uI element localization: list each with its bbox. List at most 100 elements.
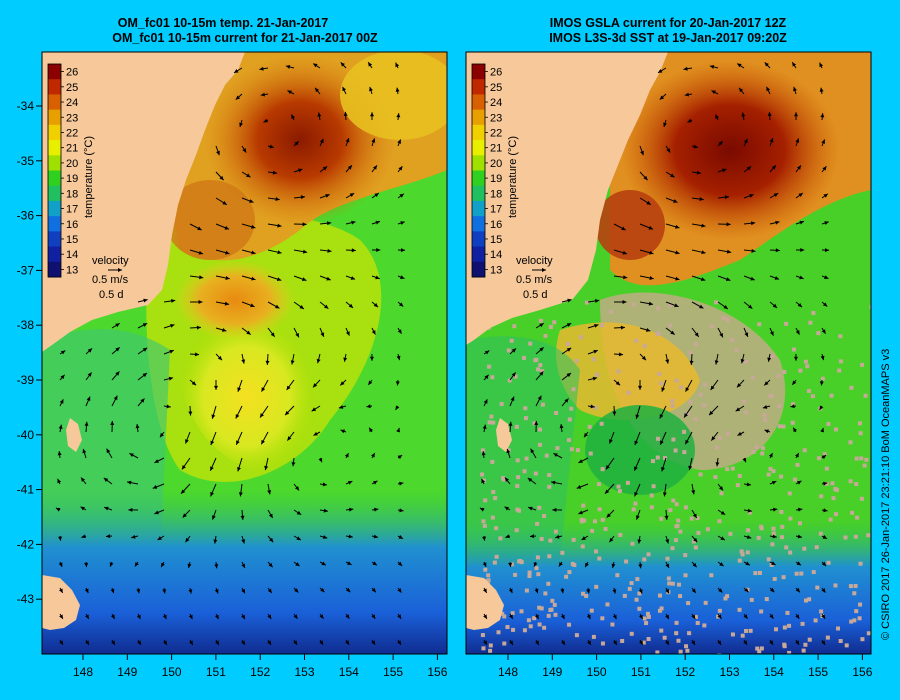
velocity-arrowhead [225,250,230,255]
velocity-arrowhead [398,535,404,539]
left-lon-tick-label: 156 [427,665,447,679]
velocity-arrowhead [509,614,513,619]
missing-data-cell [742,399,747,404]
velocity-arrowhead [576,485,582,489]
missing-data-cell [538,318,543,323]
missing-data-cell [674,378,679,383]
velocity-arrowhead [191,381,197,386]
missing-data-cell [615,573,620,578]
missing-data-cell [514,424,519,429]
velocity-arrowhead [142,347,148,352]
missing-data-cell [719,491,724,496]
velocity-arrowhead [84,421,89,426]
missing-data-cell [790,420,795,425]
velocity-arrowhead [346,587,351,593]
velocity-arrowhead [740,358,745,364]
velocity-arrowhead [397,329,402,334]
velocity-arrowhead [717,614,722,619]
velocity-arrowhead [287,90,292,95]
missing-data-cell [798,521,803,526]
velocity-arrowhead [59,640,63,645]
velocity-arrowhead [771,561,776,565]
left-legend-title: velocity [92,255,129,267]
velocity-arrowhead [181,489,186,494]
velocity-arrowhead [590,404,595,409]
missing-data-cell [480,472,485,477]
colorbar-swatch [48,231,61,248]
missing-data-cell [581,591,586,596]
velocity-arrowhead [744,332,749,337]
velocity-arrowhead [327,248,332,253]
velocity-arrowhead [821,614,826,619]
velocity-arrowhead [198,250,204,255]
missing-data-cell [487,420,492,425]
velocity-arrowhead [213,539,218,544]
missing-data-cell [603,526,608,531]
velocity-arrowhead [302,249,308,254]
missing-data-cell [579,335,584,340]
velocity-arrowhead [338,404,344,409]
velocity-arrowhead [691,640,695,645]
left-colorbar-tick-label: 21 [66,143,78,155]
velocity-arrowhead [684,413,688,418]
velocity-arrowhead [340,381,345,386]
velocity-arrowhead [634,440,639,446]
missing-data-cell [667,581,672,586]
velocity-arrowhead [110,588,115,594]
missing-data-cell [802,546,807,551]
velocity-arrowhead [325,193,330,198]
velocity-arrowhead [583,432,588,438]
velocity-arrowhead [291,114,295,119]
missing-data-cell [646,614,651,619]
velocity-arrowhead [539,371,544,376]
missing-data-cell [803,359,808,364]
missing-data-cell [849,385,854,390]
velocity-arrowhead [659,414,664,419]
missing-data-cell [567,570,572,575]
right-colorbar-tick-label: 13 [490,264,502,276]
velocity-arrowhead [347,165,352,170]
missing-data-cell [676,518,681,523]
velocity-arrowhead [726,222,731,227]
missing-data-cell [523,406,528,411]
left-lat-tick-label: -40 [17,428,35,442]
missing-data-cell [570,561,575,566]
velocity-arrowhead [824,221,829,225]
missing-data-cell [522,355,527,360]
velocity-arrowhead [736,383,742,388]
velocity-arrowhead [326,221,332,226]
velocity-arrowhead [188,411,193,416]
velocity-arrowhead [621,226,626,231]
missing-data-cell [644,621,649,626]
velocity-arrowhead [246,330,251,335]
missing-data-cell [678,529,683,534]
missing-data-cell [859,456,864,461]
velocity-arrowhead [399,508,404,513]
velocity-arrowhead [821,640,825,645]
velocity-arrowhead [723,305,728,309]
velocity-arrowhead [612,411,617,416]
missing-data-cell [616,484,621,489]
velocity-arrowhead [323,304,329,309]
velocity-arrowhead [772,534,777,539]
left-lon-tick-label: 149 [117,665,137,679]
velocity-arrowhead [771,165,776,170]
right-legend-speed: 0.5 m/s [516,274,553,286]
velocity-arrowhead [168,376,174,381]
missing-data-cell [814,545,819,550]
missing-data-cell [794,571,799,576]
missing-data-cell [807,597,812,602]
right-lon-tick-label: 152 [675,665,695,679]
velocity-arrowhead [295,486,300,491]
missing-data-cell [691,539,696,544]
velocity-arrowhead [268,513,273,519]
left-colorbar-tick-label: 24 [66,97,78,109]
velocity-arrowhead [767,357,772,362]
missing-data-cell [548,538,553,543]
right-lon-tick-label: 156 [852,665,872,679]
colorbar-swatch [472,64,485,80]
missing-data-cell [651,459,656,464]
velocity-arrowhead [640,150,644,156]
velocity-arrowhead [154,510,159,515]
missing-data-cell [746,528,751,533]
